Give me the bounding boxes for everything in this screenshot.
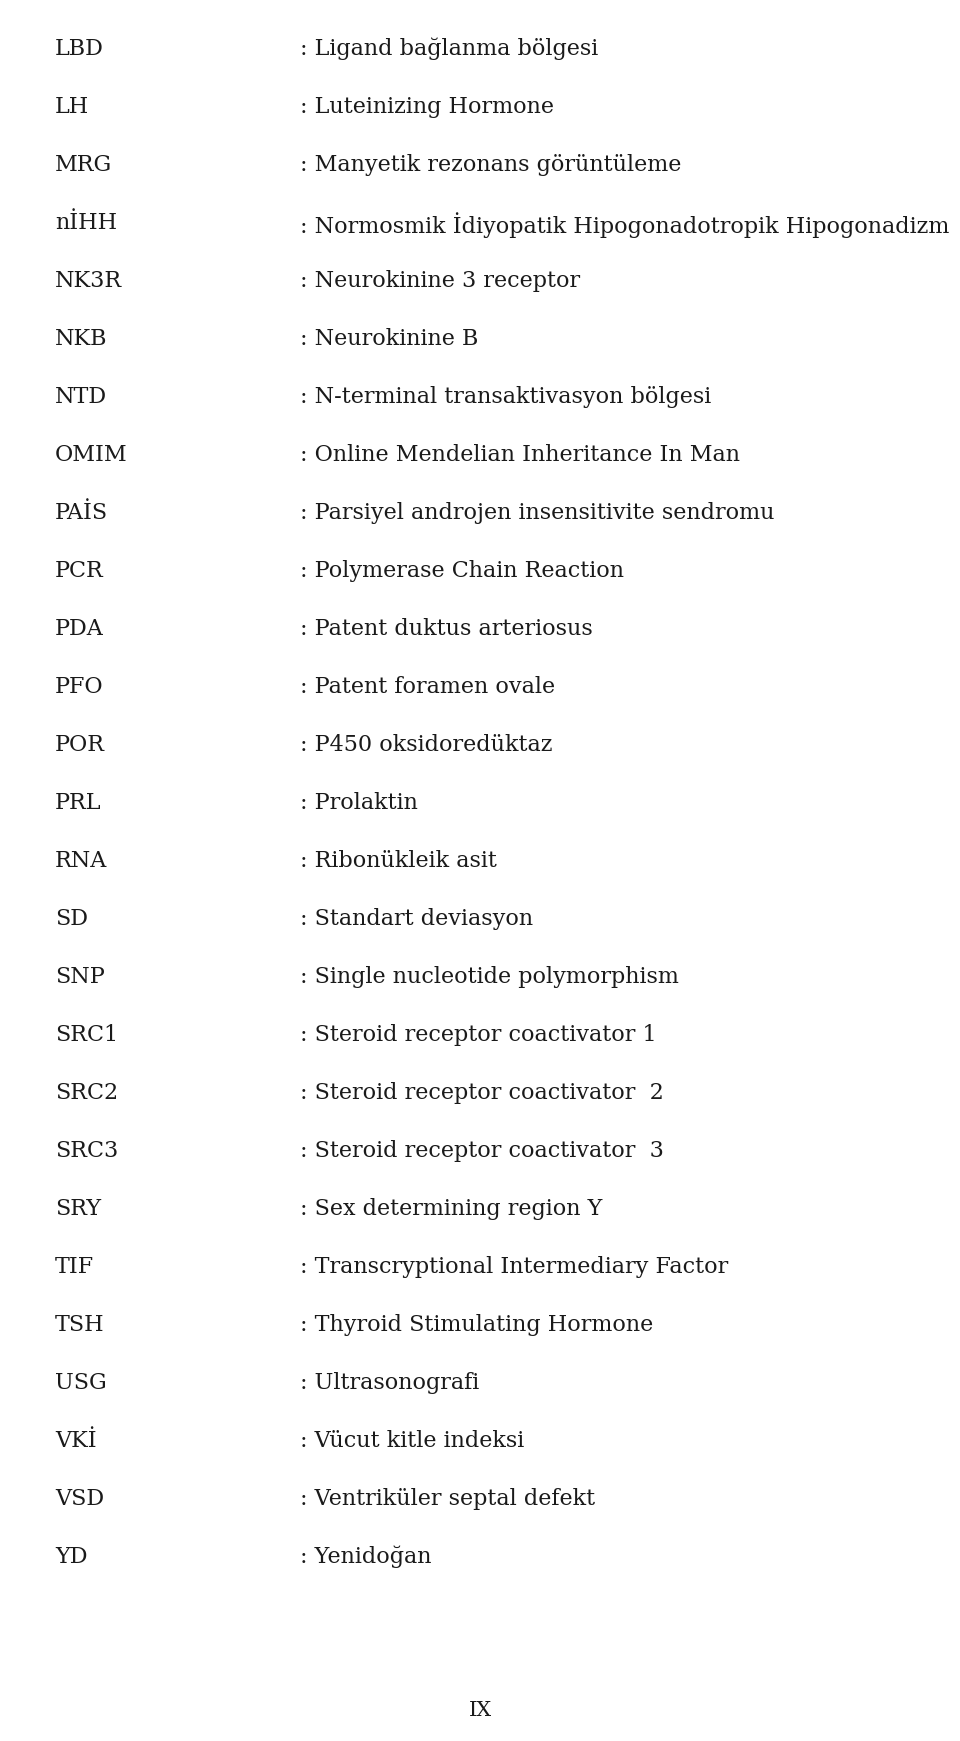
- Text: PRL: PRL: [55, 792, 102, 815]
- Text: : Parsiyel androjen insensitivite sendromu: : Parsiyel androjen insensitivite sendro…: [300, 501, 775, 524]
- Text: USG: USG: [55, 1372, 107, 1395]
- Text: NTD: NTD: [55, 387, 108, 407]
- Text: SRC3: SRC3: [55, 1140, 118, 1161]
- Text: VKİ: VKİ: [55, 1429, 97, 1452]
- Text: POR: POR: [55, 735, 105, 756]
- Text: : Single nucleotide polymorphism: : Single nucleotide polymorphism: [300, 966, 679, 987]
- Text: : N-terminal transaktivasyon bölgesi: : N-terminal transaktivasyon bölgesi: [300, 387, 711, 407]
- Text: IX: IX: [468, 1701, 492, 1720]
- Text: : Ventriküler septal defekt: : Ventriküler septal defekt: [300, 1489, 595, 1509]
- Text: : Thyroid Stimulating Hormone: : Thyroid Stimulating Hormone: [300, 1314, 653, 1335]
- Text: LBD: LBD: [55, 38, 104, 59]
- Text: TIF: TIF: [55, 1255, 94, 1278]
- Text: SD: SD: [55, 909, 88, 930]
- Text: : Ultrasonografi: : Ultrasonografi: [300, 1372, 479, 1395]
- Text: LH: LH: [55, 96, 89, 118]
- Text: YD: YD: [55, 1546, 87, 1569]
- Text: : Luteinizing Hormone: : Luteinizing Hormone: [300, 96, 554, 118]
- Text: PDA: PDA: [55, 618, 104, 641]
- Text: : Steroid receptor coactivator  2: : Steroid receptor coactivator 2: [300, 1081, 663, 1104]
- Text: : Sex determining region Y: : Sex determining region Y: [300, 1198, 602, 1220]
- Text: SNP: SNP: [55, 966, 105, 987]
- Text: MRG: MRG: [55, 153, 112, 176]
- Text: : Ribonükleik asit: : Ribonükleik asit: [300, 850, 497, 872]
- Text: : Prolaktin: : Prolaktin: [300, 792, 418, 815]
- Text: OMIM: OMIM: [55, 444, 128, 467]
- Text: nİHH: nİHH: [55, 212, 117, 233]
- Text: TSH: TSH: [55, 1314, 105, 1335]
- Text: : Steroid receptor coactivator  3: : Steroid receptor coactivator 3: [300, 1140, 664, 1161]
- Text: : Polymerase Chain Reaction: : Polymerase Chain Reaction: [300, 561, 624, 581]
- Text: : Steroid receptor coactivator 1: : Steroid receptor coactivator 1: [300, 1024, 657, 1046]
- Text: : Yenidoğan: : Yenidoğan: [300, 1546, 431, 1569]
- Text: : Standart deviasyon: : Standart deviasyon: [300, 909, 533, 930]
- Text: : Online Mendelian Inheritance In Man: : Online Mendelian Inheritance In Man: [300, 444, 740, 467]
- Text: SRY: SRY: [55, 1198, 101, 1220]
- Text: NK3R: NK3R: [55, 270, 122, 292]
- Text: : Patent duktus arteriosus: : Patent duktus arteriosus: [300, 618, 592, 641]
- Text: : Manyetik rezonans görüntüleme: : Manyetik rezonans görüntüleme: [300, 153, 682, 176]
- Text: : P450 oksidoredüktaz: : P450 oksidoredüktaz: [300, 735, 553, 756]
- Text: PAİS: PAİS: [55, 501, 108, 524]
- Text: : Patent foramen ovale: : Patent foramen ovale: [300, 676, 555, 698]
- Text: NKB: NKB: [55, 327, 108, 350]
- Text: : Transcryptional Intermediary Factor: : Transcryptional Intermediary Factor: [300, 1255, 729, 1278]
- Text: PCR: PCR: [55, 561, 104, 581]
- Text: RNA: RNA: [55, 850, 108, 872]
- Text: : Neurokinine 3 receptor: : Neurokinine 3 receptor: [300, 270, 580, 292]
- Text: : Ligand bağlanma bölgesi: : Ligand bağlanma bölgesi: [300, 38, 598, 61]
- Text: SRC1: SRC1: [55, 1024, 118, 1046]
- Text: PFO: PFO: [55, 676, 104, 698]
- Text: : Vücut kitle indeksi: : Vücut kitle indeksi: [300, 1429, 524, 1452]
- Text: VSD: VSD: [55, 1489, 104, 1509]
- Text: : Normosmik İdiyopatik Hipogonadotropik Hipogonadizm: : Normosmik İdiyopatik Hipogonadotropik …: [300, 212, 949, 239]
- Text: SRC2: SRC2: [55, 1081, 118, 1104]
- Text: : Neurokinine B: : Neurokinine B: [300, 327, 478, 350]
